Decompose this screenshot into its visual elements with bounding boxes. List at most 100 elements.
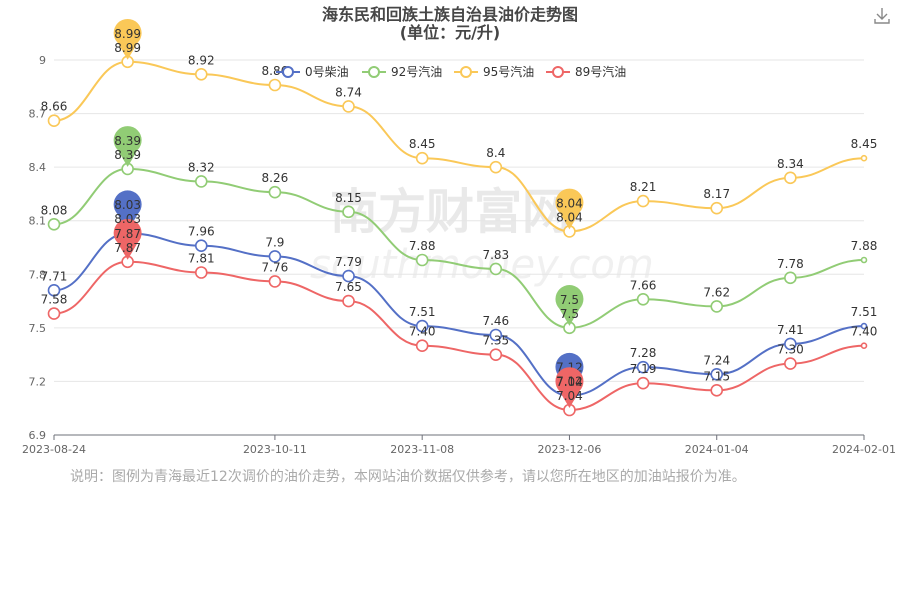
data-label: 8.08: [41, 203, 68, 217]
series-line-0: [53, 232, 865, 397]
data-label: 7.88: [851, 239, 878, 253]
data-point: [415, 339, 429, 353]
axes: 6.9 7.2 7.5 7.8 8.1 8.4 8.7 9 2023-08-24 2023-10-…: [22, 54, 896, 456]
chart-title: 海东民和回族土族自治县油价走势图: [321, 5, 578, 24]
data-label: 8.92: [188, 53, 215, 67]
data-point: [636, 292, 650, 306]
data-point: [47, 217, 61, 231]
data-label: 7.28: [630, 346, 657, 360]
data-label: 8.99: [114, 41, 141, 55]
min-pin: [555, 188, 584, 230]
y-tick-label: 8.4: [29, 161, 47, 174]
y-tick-label: 8.1: [29, 215, 47, 228]
data-point: [860, 342, 868, 350]
data-point: [415, 319, 429, 333]
data-label: 7.88: [409, 239, 436, 253]
legend-label: 95号汽油: [483, 64, 534, 79]
y-tick-label: 9: [39, 54, 46, 67]
data-point: [194, 266, 208, 279]
data-label: 7.40: [851, 325, 878, 339]
min-pin-label: 7.5: [560, 293, 579, 307]
x-tick-label: 2023-10-11: [243, 443, 307, 456]
data-point: [194, 67, 208, 81]
legend-label: 92号汽油: [391, 64, 442, 79]
max-pin-label: 8.39: [114, 134, 141, 148]
data-label: 7.79: [335, 255, 362, 269]
data-point: [342, 100, 355, 113]
data-label: 7.62: [703, 285, 730, 299]
data-label: 7.24: [703, 353, 730, 367]
data-label: 7.5: [560, 307, 579, 321]
data-label: 7.65: [335, 280, 362, 294]
data-label: 8.15: [335, 191, 362, 205]
data-point: [47, 114, 61, 128]
series-line-3: [53, 260, 865, 412]
data-point: [784, 271, 797, 285]
data-point: [47, 284, 61, 297]
y-tick-label: 6.9: [29, 429, 47, 442]
data-point: [489, 262, 503, 276]
series-line-2: [53, 60, 865, 233]
data-label: 8.45: [851, 137, 878, 151]
data-label: 8.39: [114, 148, 141, 162]
data-label: 7.83: [482, 248, 509, 262]
data-label: 7.71: [41, 269, 68, 283]
data-label: 7.96: [188, 225, 215, 239]
data-label: 7.40: [409, 325, 436, 339]
data-point: [342, 269, 355, 283]
series-lines: [47, 55, 868, 417]
grid: [54, 59, 864, 382]
data-point: [47, 307, 61, 320]
max-pin-label: 8.03: [114, 198, 141, 212]
data-label: 8.17: [703, 187, 730, 201]
legend-label: 89号汽油: [575, 64, 626, 79]
y-tick-label: 7.2: [29, 375, 47, 388]
data-point: [860, 256, 868, 264]
data-point: [860, 322, 868, 330]
data-point: [710, 367, 724, 381]
x-tick-label: 2024-01-04: [685, 443, 749, 456]
data-point: [268, 78, 282, 92]
data-label: 8.32: [188, 160, 215, 174]
data-point: [415, 253, 429, 267]
data-point: [636, 194, 650, 208]
y-tick-label: 7.5: [29, 322, 47, 335]
data-label: 7.81: [188, 252, 215, 266]
data-point: [860, 154, 868, 162]
data-point: [268, 185, 282, 199]
data-label: 7.51: [409, 305, 436, 319]
legend: 0号柴油 92号汽油 95号汽油 89号汽油: [276, 64, 626, 79]
data-point: [342, 294, 355, 308]
data-label: 7.30: [777, 343, 804, 357]
data-point: [710, 384, 724, 397]
data-label: 8.26: [262, 171, 289, 185]
data-point: [268, 275, 282, 288]
x-tick-label: 2023-12-06: [537, 443, 601, 456]
min-pin-label: 8.04: [556, 196, 583, 210]
legend-marker: [552, 66, 564, 78]
max-pin-label: 8.99: [114, 27, 141, 41]
watermark-text: 南方财富网: [330, 184, 570, 240]
data-point: [710, 201, 724, 215]
data-point: [784, 357, 797, 370]
data-label: 7.87: [114, 241, 141, 255]
data-point: [342, 205, 355, 219]
data-labels: 7.71 8.03 7.96 7.9 7.79 7.51 7.46 7.12 7.28 7.24 7…: [41, 41, 878, 403]
data-label: 7.19: [630, 362, 657, 376]
data-point: [784, 337, 797, 351]
chart-note: 说明：图例为青海最近12次调价的油价走势，本网站油价数据仅供参考，请以您所在地区…: [70, 469, 746, 485]
data-point: [194, 239, 208, 253]
data-label: 8.21: [630, 180, 657, 194]
data-point: [194, 175, 208, 188]
data-label: 8.03: [114, 212, 141, 226]
data-point: [710, 300, 724, 313]
data-label: 7.76: [262, 260, 289, 274]
legend-marker: [368, 66, 380, 78]
data-label: 7.78: [777, 257, 804, 271]
legend-label: 0号柴油: [305, 65, 349, 79]
max-pin: [113, 18, 142, 60]
max-pin: [113, 126, 142, 167]
download-icon[interactable]: [872, 6, 892, 26]
legend-marker: [282, 66, 294, 78]
